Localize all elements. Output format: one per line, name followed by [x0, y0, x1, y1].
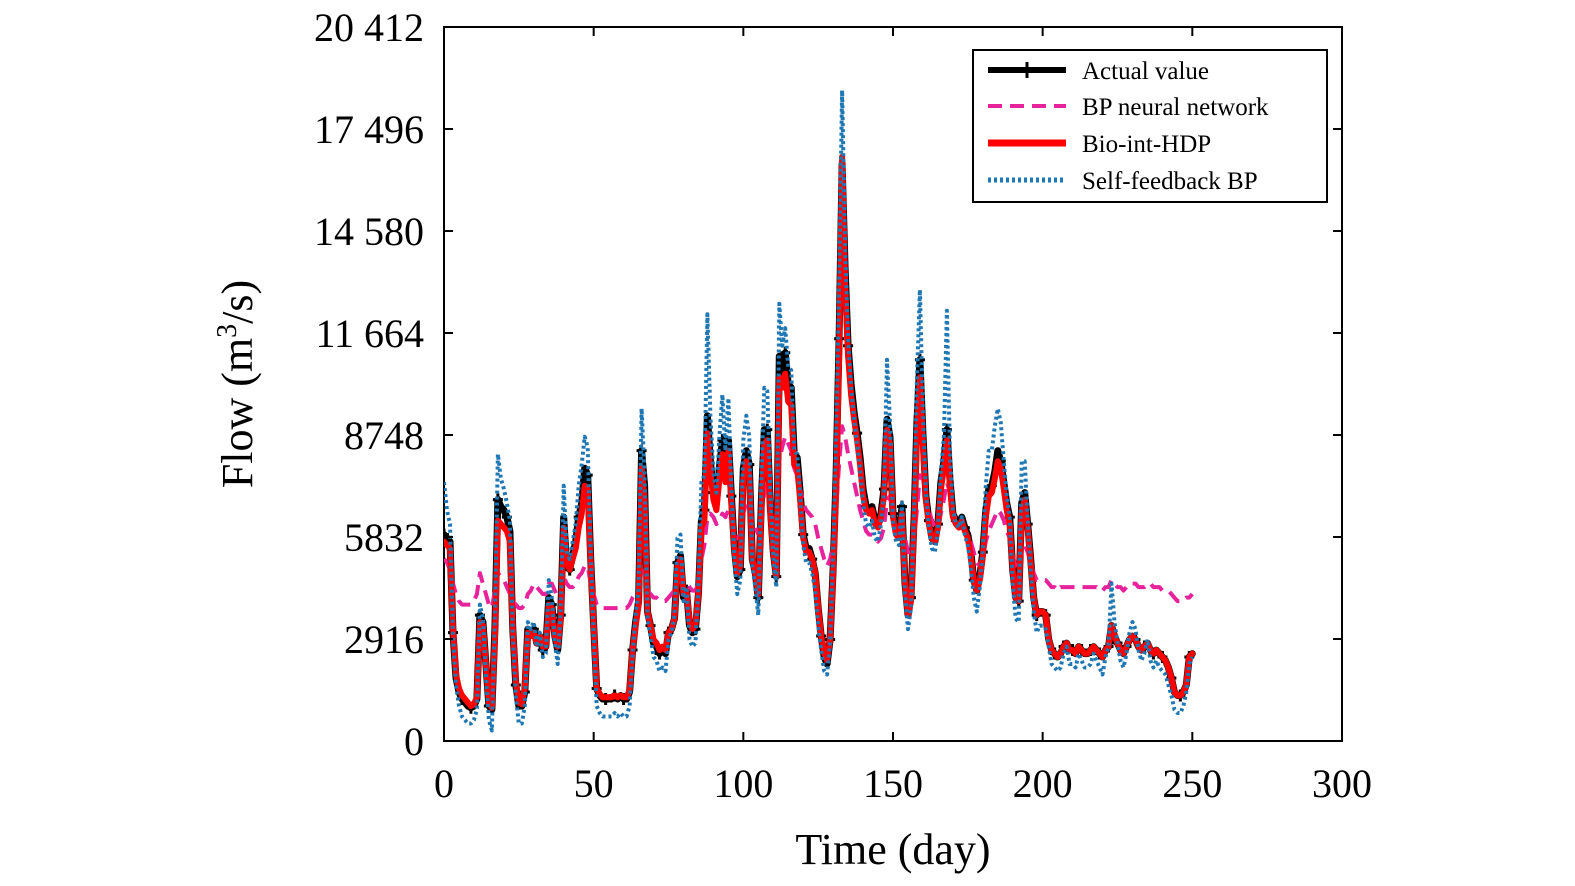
series-group — [444, 88, 1196, 733]
y-tick-label: 5832 — [344, 515, 424, 560]
legend: Actual value BP neural network Bio-int-H… — [972, 49, 1328, 203]
y-tick-label: 0 — [404, 719, 424, 764]
legend-label-self: Self-feedback BP — [1082, 168, 1258, 195]
x-tick-label: 150 — [863, 761, 923, 806]
actual-marker — [444, 528, 449, 541]
y-tick-label: 17 496 — [314, 107, 424, 152]
x-axis-title: Time (day) — [795, 825, 990, 874]
y-tick-label: 14 580 — [314, 209, 424, 254]
y-tick-label: 11 664 — [315, 311, 424, 356]
x-tick-label: 300 — [1312, 761, 1372, 806]
legend-box — [972, 49, 1328, 203]
legend-label-bp: BP neural network — [1082, 94, 1269, 121]
y-tick-label: 8748 — [344, 413, 424, 458]
y-axis-title-main: Flow (m — [213, 338, 262, 488]
x-axis: 0 50 100 150 200 250 300 — [434, 27, 1372, 806]
series-line-2 — [444, 424, 1194, 611]
y-axis-title-sup: 3 — [212, 324, 243, 338]
y-axis: 0 2916 5832 8748 11 664 14 580 17 496 20 412 — [314, 5, 1342, 764]
series-line-4 — [444, 88, 1195, 733]
x-tick-label: 100 — [713, 761, 773, 806]
x-tick-label: 200 — [1013, 761, 1073, 806]
y-tick-label: 2916 — [344, 617, 424, 662]
legend-label-actual: Actual value — [1082, 58, 1209, 85]
x-tick-label: 50 — [574, 761, 614, 806]
x-tick-label: 0 — [434, 761, 454, 806]
y-axis-title: Flow (m3/s) — [212, 280, 262, 488]
y-axis-title-tail: /s) — [213, 280, 262, 324]
x-tick-label: 250 — [1162, 761, 1222, 806]
y-tick-label: 20 412 — [314, 5, 424, 50]
legend-label-bio: Bio-int-HDP — [1082, 131, 1211, 158]
